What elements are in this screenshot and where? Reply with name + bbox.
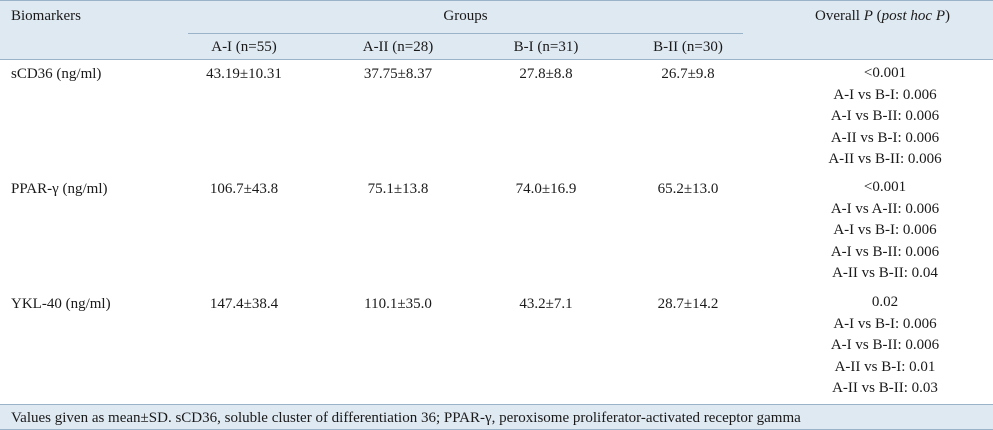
p-posthoc: A-I vs B-II: 0.006: [830, 337, 940, 353]
p-posthoc: A-I vs B-II: 0.006: [830, 243, 940, 260]
header-p-symbol: P: [863, 8, 873, 24]
p-overall: <0.001: [863, 179, 907, 195]
cell-a2: 37.75±8.37: [363, 66, 433, 82]
header-posthoc-label: post hoc P: [881, 8, 945, 24]
p-posthoc: A-II vs B-II: 0.04: [832, 265, 938, 281]
header-groups: Groups: [443, 8, 488, 24]
p-overall: <0.001: [863, 65, 907, 81]
cell-a2: 75.1±13.8: [367, 181, 429, 197]
row-biomarker: YKL-40 (ng/ml): [11, 296, 111, 312]
cell-b2: 28.7±14.2: [657, 296, 719, 312]
row-biomarker: PPAR-γ (ng/ml): [11, 181, 108, 197]
header-overall-p: Overall P (post hoc P): [815, 8, 950, 24]
cell-overall-p: <0.001 A-I vs A-II: 0.006 A-I vs B-I: 0.…: [795, 177, 975, 285]
header-group-b2: B-II (n=30): [653, 39, 723, 55]
p-posthoc: A-I vs A-II: 0.006: [830, 200, 940, 217]
table-body: sCD36 (ng/ml) 43.19±10.31 37.75±8.37 27.…: [0, 60, 993, 404]
groups-divider: [188, 33, 743, 34]
cell-a1: 147.4±38.4: [209, 296, 279, 312]
header-biomarkers: Biomarkers: [11, 8, 81, 24]
row-biomarker: sCD36 (ng/ml): [11, 66, 102, 82]
cell-b2: 26.7±9.8: [661, 66, 715, 82]
cell-a1: 106.7±43.8: [209, 181, 279, 197]
p-posthoc: A-II vs B-II: 0.03: [832, 380, 938, 396]
cell-b1: 27.8±8.8: [519, 66, 573, 82]
p-posthoc: A-II vs B-I: 0.006: [830, 129, 940, 146]
cell-b2: 65.2±13.0: [657, 181, 719, 197]
p-posthoc: A-I vs B-I: 0.006: [833, 86, 937, 103]
cell-overall-p: 0.02 A-I vs B-I: 0.006 A-I vs B-II: 0.00…: [795, 292, 975, 400]
cell-a2: 110.1±35.0: [364, 296, 432, 312]
cell-a1: 43.19±10.31: [206, 66, 282, 82]
header-group-a1: A-I (n=55): [211, 39, 277, 55]
header-overall-label: Overall: [815, 8, 864, 24]
footnote: Values given as mean±SD. sCD36, soluble …: [11, 410, 801, 426]
header-group-a2: A-II (n=28): [362, 39, 434, 55]
p-posthoc: A-I vs B-II: 0.006: [830, 108, 940, 124]
cell-b1: 43.2±7.1: [519, 296, 573, 312]
table-footer: Values given as mean±SD. sCD36, soluble …: [0, 404, 993, 430]
cell-overall-p: <0.001 A-I vs B-I: 0.006 A-I vs B-II: 0.…: [795, 63, 975, 171]
cell-b1: 74.0±16.9: [515, 181, 577, 197]
p-posthoc: A-I vs B-I: 0.006: [833, 222, 937, 238]
p-posthoc: A-II vs B-II: 0.006: [828, 151, 942, 167]
header-group-b1: B-I (n=31): [513, 39, 579, 55]
p-posthoc: A-I vs B-I: 0.006: [833, 315, 937, 332]
p-overall: 0.02: [871, 294, 899, 310]
p-posthoc: A-II vs B-I: 0.01: [834, 358, 936, 375]
table-header: Biomarkers Groups Overall P (post hoc P)…: [0, 0, 993, 60]
